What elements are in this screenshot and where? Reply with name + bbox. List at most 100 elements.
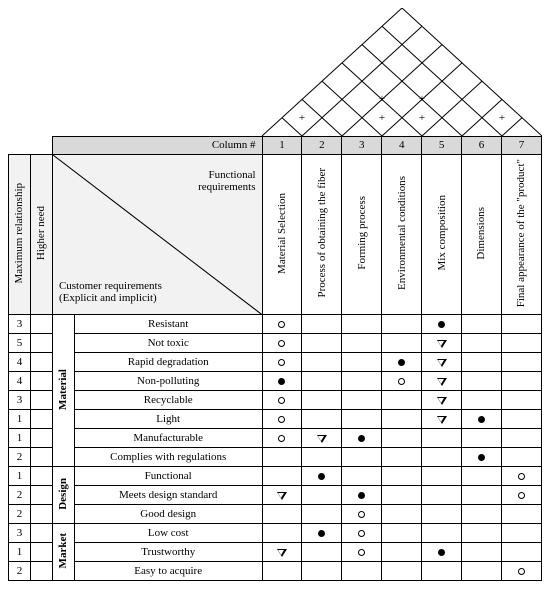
matrix-cell xyxy=(501,467,541,486)
fr-5: Mix composition xyxy=(422,155,462,315)
matrix-cell xyxy=(501,334,541,353)
matrix-cell xyxy=(382,448,422,467)
triangle-down-icon xyxy=(437,397,447,405)
category-market: Market xyxy=(52,524,74,581)
category-material: Material xyxy=(52,315,74,467)
open-circle-icon xyxy=(278,359,285,366)
filled-circle-icon xyxy=(438,549,445,556)
matrix-cell xyxy=(302,353,342,372)
max-rel-value: 4 xyxy=(9,372,31,391)
higher-need-value xyxy=(30,505,52,524)
requirement-row: 2Good design xyxy=(9,505,542,524)
matrix-cell xyxy=(382,391,422,410)
matrix-cell xyxy=(501,524,541,543)
higher-need-value xyxy=(30,315,52,334)
matrix-cell xyxy=(462,334,502,353)
correlation-plus-icon: + xyxy=(299,112,305,124)
customer-requirement: Recyclable xyxy=(74,391,262,410)
matrix-cell xyxy=(501,505,541,524)
max-rel-value: 2 xyxy=(9,486,31,505)
header-row: Maximum relationship Higher need Functio… xyxy=(9,155,542,315)
customer-requirement: Light xyxy=(74,410,262,429)
open-circle-icon xyxy=(278,340,285,347)
max-rel-value: 3 xyxy=(9,524,31,543)
matrix-cell xyxy=(342,410,382,429)
column-hash-label: Column # xyxy=(52,137,262,155)
colnum-4: 4 xyxy=(382,137,422,155)
matrix-cell xyxy=(262,315,302,334)
triangle-down-icon xyxy=(317,435,327,443)
max-rel-value: 1 xyxy=(9,429,31,448)
filled-circle-icon xyxy=(318,473,325,480)
higher-need-value xyxy=(30,467,52,486)
matrix-cell xyxy=(302,448,342,467)
matrix-cell xyxy=(422,448,462,467)
max-rel-value: 2 xyxy=(9,505,31,524)
matrix-cell xyxy=(501,372,541,391)
qfd-house: ++++++ Column # 1 2 3 4 5 6 7 Maximum re… xyxy=(8,8,542,581)
matrix-cell xyxy=(262,505,302,524)
fr-6: Dimensions xyxy=(462,155,502,315)
matrix-cell xyxy=(382,467,422,486)
requirement-row: 2 Easy to acquire xyxy=(9,562,542,581)
matrix-cell xyxy=(382,315,422,334)
matrix-cell xyxy=(382,505,422,524)
matrix-cell xyxy=(262,524,302,543)
matrix-cell xyxy=(422,543,462,562)
matrix-cell xyxy=(501,391,541,410)
matrix-cell xyxy=(262,486,302,505)
requirement-row: 1 Light xyxy=(9,410,542,429)
max-rel-value: 1 xyxy=(9,410,31,429)
matrix-cell xyxy=(382,410,422,429)
higher-need-value xyxy=(30,334,52,353)
requirement-row: 1Trustworthy xyxy=(9,543,542,562)
matrix-cell xyxy=(382,562,422,581)
matrix-cell xyxy=(342,543,382,562)
requirement-row: 2Complies with regulations xyxy=(9,448,542,467)
matrix-cell xyxy=(422,334,462,353)
matrix-cell xyxy=(422,410,462,429)
fr-1: Material Selection xyxy=(262,155,302,315)
matrix-cell xyxy=(302,505,342,524)
matrix-cell xyxy=(302,429,342,448)
matrix-cell xyxy=(262,334,302,353)
open-circle-icon xyxy=(278,416,285,423)
qfd-table: Column # 1 2 3 4 5 6 7 Maximum relations… xyxy=(8,136,542,581)
matrix-cell xyxy=(382,486,422,505)
matrix-cell xyxy=(501,486,541,505)
fr-2: Process of obtaining the fiber xyxy=(302,155,342,315)
filled-circle-icon xyxy=(478,454,485,461)
matrix-cell xyxy=(302,410,342,429)
fr-3: Forming process xyxy=(342,155,382,315)
colnum-5: 5 xyxy=(422,137,462,155)
matrix-cell xyxy=(462,429,502,448)
matrix-cell xyxy=(462,524,502,543)
matrix-cell xyxy=(422,315,462,334)
customer-requirement: Easy to acquire xyxy=(74,562,262,581)
fr-7: Final appearance of the "product" xyxy=(501,155,541,315)
matrix-cell xyxy=(462,448,502,467)
matrix-cell xyxy=(501,562,541,581)
higher-need-value xyxy=(30,410,52,429)
matrix-cell xyxy=(342,391,382,410)
triangle-down-icon xyxy=(437,359,447,367)
requirement-row: 3MaterialResistant xyxy=(9,315,542,334)
customer-requirement: Trustworthy xyxy=(74,543,262,562)
requirement-row: 5Not toxic xyxy=(9,334,542,353)
colnum-3: 3 xyxy=(342,137,382,155)
max-rel-value: 2 xyxy=(9,562,31,581)
customer-requirement: Manufacturable xyxy=(74,429,262,448)
customer-requirement: Meets design standard xyxy=(74,486,262,505)
filled-circle-icon xyxy=(318,530,325,537)
matrix-cell xyxy=(382,372,422,391)
colnum-1: 1 xyxy=(262,137,302,155)
open-circle-icon xyxy=(278,397,285,404)
filled-circle-icon xyxy=(438,321,445,328)
diagonal-header: Functional requirements Customer require… xyxy=(52,155,262,315)
matrix-cell xyxy=(501,448,541,467)
matrix-cell xyxy=(262,467,302,486)
matrix-cell xyxy=(462,372,502,391)
customer-requirement: Low cost xyxy=(74,524,262,543)
matrix-cell xyxy=(462,467,502,486)
open-circle-icon xyxy=(358,511,365,518)
